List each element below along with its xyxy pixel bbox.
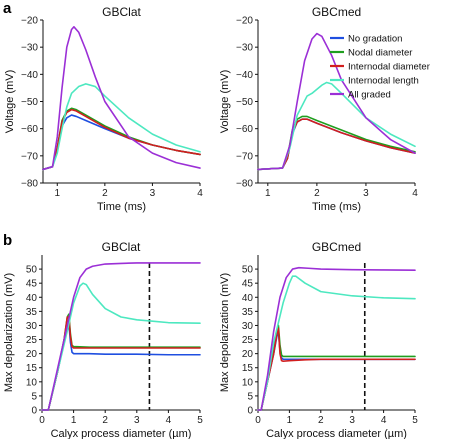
x-tick-label: 2 [314,188,320,199]
panel-label-a: a [3,0,12,17]
series-line-nodal-diameter [257,115,416,171]
x-axis-label: Calyx process diameter (µm) [266,428,407,439]
series-line-internodal-diameter [257,118,416,171]
x-tick-label: 5 [197,415,203,426]
x-tick-label: 1 [287,415,293,426]
y-tick-label: 50 [26,265,38,276]
series-line-internodal-diameter [257,327,416,411]
y-tick-label: 20 [26,349,38,360]
y-axis-label: Max depolarization (mV) [3,273,15,392]
x-axis-label: Time (ms) [312,201,361,213]
x-tick-label: 3 [349,415,355,426]
series-line-internodal-length [257,81,416,171]
x-axis-label: Time (ms) [97,201,146,213]
x-tick-label: 4 [381,415,387,426]
series-line-all-graded [42,25,201,171]
y-tick-label: 30 [26,321,38,332]
x-tick-label: 4 [197,188,203,199]
x-tick-label: 5 [412,415,418,426]
y-tick-label: −20 [236,16,253,27]
chart-2: −80 −70 −60 −50 −40 −30 −20 1 2 3 4 GBCmed Time (ms)… [219,5,418,213]
series-line-internodal-diameter [42,108,201,171]
y-tick-label: −40 [236,70,253,81]
charts: −80 −70 −60 −50 −40 −30 −20 1 2 3 4 GBClat Time (ms)… [3,5,418,439]
chart-title: GBClat [102,5,141,19]
y-tick-label: 0 [247,406,253,417]
y-tick-label: −60 [21,124,38,135]
series-line-internodal-length [257,275,416,411]
x-tick-label: 4 [166,415,172,426]
x-axis-label: Calyx process diameter (µm) [51,428,192,439]
y-tick-label: −40 [21,70,38,81]
series-line-internodal-length [41,282,201,411]
y-tick-label: 40 [242,293,254,304]
y-tick-label: 5 [31,391,37,402]
y-tick-label: 15 [242,363,254,374]
legend-label-nodal-diameter: Nodal diameter [348,48,412,59]
x-tick-label: 1 [71,415,77,426]
chart-title: GBClat [102,240,141,254]
legend: No gradation Nodal diameter Internodal dia… [330,34,430,101]
series-line-internodal-length [42,83,201,171]
y-tick-label: 10 [242,377,254,388]
series-line-no-gradation [257,330,416,411]
y-tick-label: −30 [236,43,253,54]
y-tick-label: −50 [21,97,38,108]
y-tick-label: 35 [242,307,254,318]
y-tick-label: 10 [26,377,38,388]
y-tick-label: −20 [21,16,38,27]
y-tick-label: 5 [247,391,253,402]
series-line-all-graded [257,32,416,171]
y-tick-label: 45 [26,279,38,290]
y-tick-label: 45 [242,279,254,290]
legend-label-internodal-length: Internodal length [348,76,419,87]
y-tick-label: 40 [26,293,38,304]
panel-label-b: b [3,232,12,249]
x-tick-label: 0 [255,415,261,426]
y-tick-label: 20 [242,349,254,360]
x-tick-label: 1 [54,188,60,199]
x-tick-label: 4 [412,188,418,199]
legend-label-internodal-diameter: Internodal diameter [348,62,430,73]
x-tick-label: 2 [318,415,324,426]
y-tick-label: 30 [242,321,254,332]
chart-title: GBCmed [312,240,361,254]
y-tick-label: −30 [21,43,38,54]
y-tick-label: −80 [21,179,38,190]
y-axis-label: Voltage (mV) [219,70,231,134]
y-tick-label: −70 [21,151,38,162]
x-tick-label: 0 [39,415,45,426]
chart-title: GBCmed [312,5,361,19]
y-tick-label: 0 [31,406,37,417]
y-tick-label: −80 [236,179,253,190]
y-axis-label: Voltage (mV) [4,70,16,134]
x-tick-label: 2 [102,188,108,199]
series-line-no-gradation [257,118,416,171]
x-tick-label: 2 [102,415,108,426]
y-tick-label: 50 [242,265,254,276]
y-tick-label: 15 [26,363,38,374]
x-tick-label: 3 [134,415,140,426]
y-tick-label: −60 [236,124,253,135]
y-axis-label: Max depolarization (mV) [219,273,231,392]
x-tick-label: 1 [265,188,271,199]
series-line-all-graded [41,262,201,411]
legend-label-all-graded: All graded [348,90,391,101]
legend-label-no-gradation: No gradation [348,34,402,45]
series-line-all-graded [257,266,416,411]
y-tick-label: 25 [26,335,38,346]
y-tick-label: 35 [26,307,38,318]
x-tick-label: 3 [363,188,369,199]
chart-1: −80 −70 −60 −50 −40 −30 −20 1 2 3 4 GBClat Time (ms)… [4,5,203,213]
y-tick-label: 25 [242,335,254,346]
x-tick-label: 3 [150,188,156,199]
y-tick-label: −50 [236,97,253,108]
series-line-no-gradation [42,114,201,171]
y-tick-label: −70 [236,151,253,162]
series-line-nodal-diameter [257,324,416,411]
